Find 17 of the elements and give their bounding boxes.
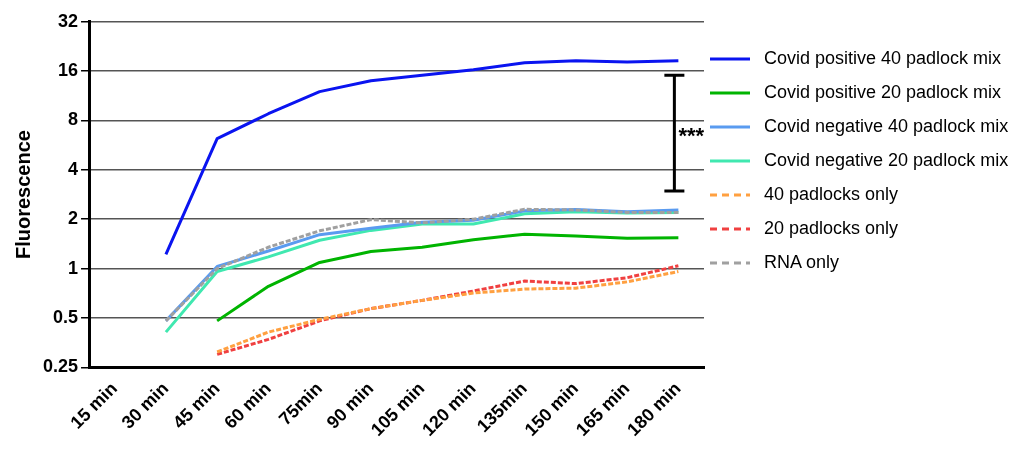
- y-tick-label: 32: [58, 10, 79, 31]
- legend-label: 20 padlocks only: [764, 218, 899, 239]
- legend-label: Covid negative 20 padlock mix: [764, 150, 1009, 171]
- y-tick-label: 8: [68, 109, 79, 130]
- legend-label: Covid negative 40 padlock mix: [764, 116, 1009, 137]
- legend-label: Covid positive 20 padlock mix: [764, 82, 1002, 103]
- y-tick-label: 1: [68, 257, 79, 278]
- y-tick-label: 0.5: [53, 306, 79, 327]
- legend-label: RNA only: [764, 252, 840, 273]
- y-tick-label: 16: [58, 60, 79, 81]
- y-tick-label: 0.25: [42, 356, 79, 377]
- annotation: ***: [678, 123, 705, 149]
- y-axis-title: Fluorescence: [11, 130, 34, 260]
- legend-label: 40 padlocks only: [764, 184, 899, 205]
- y-tick-label: 4: [68, 158, 79, 179]
- legend-label: Covid positive 40 padlock mix: [764, 48, 1002, 69]
- y-tick-label: 2: [68, 208, 79, 229]
